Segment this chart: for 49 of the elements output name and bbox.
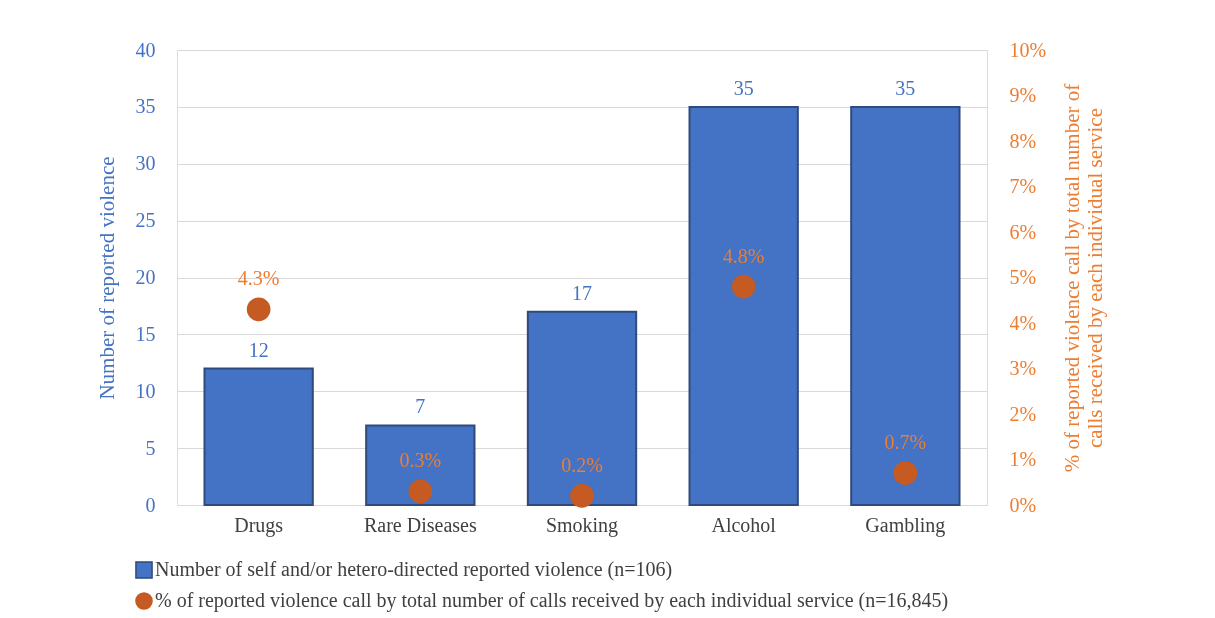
- y-tick-label: 20: [135, 266, 156, 288]
- y2-tick-label: 2%: [1009, 402, 1037, 425]
- y2-tick-label: 8%: [1009, 129, 1037, 152]
- data-label: 35: [733, 76, 754, 99]
- y2-tick-label: 4%: [1009, 311, 1037, 334]
- y2-tick-label: 6%: [1009, 220, 1037, 243]
- y2-axis-title: % of reported violence call by total number of calls received by each individual service: [1060, 83, 1108, 473]
- bar: [850, 105, 961, 506]
- point: [893, 461, 918, 485]
- data-label: 17: [572, 281, 592, 304]
- y-tick-label: 35: [135, 95, 156, 118]
- x-tick-label: Drugs: [234, 513, 284, 537]
- point: [731, 274, 756, 299]
- x-tick-label: Gambling: [865, 513, 946, 537]
- x-tick-label: Smoking: [545, 513, 619, 537]
- y-tick-label: 10: [135, 379, 156, 402]
- y2-tick-label: 1%: [1009, 448, 1037, 470]
- y2-tick-label: 9%: [1009, 84, 1037, 106]
- point: [408, 479, 433, 504]
- y2-tick-label: 0%: [1009, 493, 1037, 516]
- data-label: 0.7%: [884, 431, 927, 454]
- y-tick-label: 5: [145, 436, 156, 459]
- data-label: 12: [248, 338, 269, 361]
- y2-tick-label: 7%: [1009, 175, 1037, 197]
- y-tick-label: 30: [135, 152, 156, 175]
- y2-tick-label: 5%: [1009, 266, 1037, 288]
- bar: [365, 424, 476, 506]
- data-label: 0.3%: [399, 449, 442, 472]
- bar: [688, 105, 799, 506]
- y-tick-label: 25: [135, 209, 156, 232]
- y-axis-title: Number of reported violence: [94, 156, 119, 400]
- data-label: 35: [895, 76, 916, 99]
- y2-tick-label: 3%: [1009, 357, 1037, 379]
- bar: [203, 367, 314, 506]
- x-tick-label: Alcohol: [711, 513, 777, 536]
- y-tick-label: 0: [145, 493, 156, 516]
- point: [570, 484, 594, 508]
- data-label: 4.3%: [237, 267, 280, 290]
- legend-label: % of reported violence call by total number of calls received by each individual service (n=16,845): [155, 589, 949, 612]
- legend-label: Number of self and/or hetero-directed reported violence (n=106): [155, 558, 673, 581]
- data-label: 4.8%: [722, 244, 765, 267]
- y-tick-label: 15: [135, 322, 156, 345]
- y-tick-label: 40: [135, 38, 156, 61]
- data-label: 0.2%: [561, 453, 603, 476]
- data-label: 7: [415, 395, 426, 418]
- x-tick-label: Rare Diseases: [363, 513, 477, 536]
- point: [246, 297, 271, 322]
- y2-tick-label: 10%: [1009, 38, 1047, 61]
- bar: [526, 310, 638, 506]
